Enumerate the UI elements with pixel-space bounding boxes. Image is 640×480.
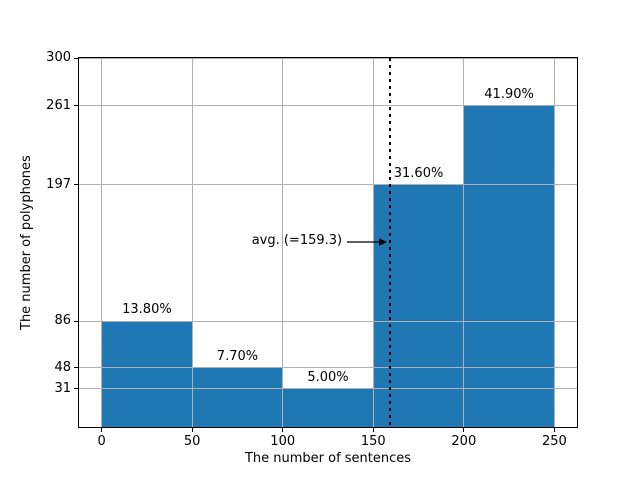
x-tick-mark bbox=[553, 428, 555, 432]
bar-percentage-label: 13.80% bbox=[122, 302, 172, 318]
y-tick-label: 31 bbox=[54, 380, 71, 396]
horizontal-gridline bbox=[79, 184, 577, 186]
vertical-gridline bbox=[191, 58, 193, 427]
x-tick-label: 50 bbox=[183, 434, 201, 449]
histogram-bar bbox=[282, 388, 374, 427]
horizontal-gridline bbox=[79, 367, 577, 369]
avg-annotation-label: avg. (=159.3) bbox=[251, 233, 343, 248]
horizontal-gridline bbox=[79, 57, 577, 59]
y-axis-title: The number of polyphones bbox=[19, 155, 34, 330]
x-tick-mark bbox=[101, 428, 103, 432]
bar-percentage-label: 31.60% bbox=[393, 165, 444, 181]
horizontal-gridline bbox=[79, 105, 577, 107]
bar-percentage-label: 7.70% bbox=[216, 348, 259, 364]
x-tick-label: 150 bbox=[360, 434, 386, 449]
x-tick-mark bbox=[372, 428, 374, 432]
y-tick-mark bbox=[74, 57, 78, 59]
y-tick-mark bbox=[74, 105, 78, 107]
y-tick-mark bbox=[74, 388, 78, 390]
y-tick-mark bbox=[74, 184, 78, 186]
x-tick-mark bbox=[282, 428, 284, 432]
y-tick-label: 300 bbox=[46, 50, 71, 65]
horizontal-gridline bbox=[79, 320, 577, 322]
histogram-bar bbox=[101, 321, 193, 427]
vertical-gridline bbox=[463, 58, 465, 427]
bar-percentage-label: 41.90% bbox=[484, 86, 534, 102]
average-line bbox=[389, 58, 392, 427]
y-tick-mark bbox=[74, 367, 78, 369]
x-tick-label: 0 bbox=[97, 434, 106, 449]
y-tick-mark bbox=[74, 320, 78, 322]
y-tick-label: 197 bbox=[46, 176, 71, 192]
histogram-bar bbox=[463, 105, 555, 427]
vertical-gridline bbox=[553, 58, 555, 427]
horizontal-gridline bbox=[79, 388, 577, 390]
x-tick-mark bbox=[463, 428, 465, 432]
y-tick-label: 48 bbox=[54, 359, 71, 375]
histogram-bar bbox=[192, 367, 283, 427]
x-tick-label: 100 bbox=[270, 434, 296, 449]
x-tick-label: 200 bbox=[451, 434, 477, 449]
vertical-gridline bbox=[282, 58, 284, 427]
y-tick-label: 261 bbox=[46, 97, 71, 113]
x-tick-label: 250 bbox=[541, 434, 567, 449]
annotation-arrow-icon bbox=[347, 238, 388, 246]
x-tick-mark bbox=[191, 428, 193, 432]
x-axis-title: The number of sentences bbox=[244, 451, 412, 466]
bar-percentage-label: 5.00% bbox=[307, 369, 349, 385]
vertical-gridline bbox=[101, 58, 103, 427]
histogram-bar bbox=[373, 184, 464, 427]
y-tick-label: 86 bbox=[54, 313, 71, 329]
